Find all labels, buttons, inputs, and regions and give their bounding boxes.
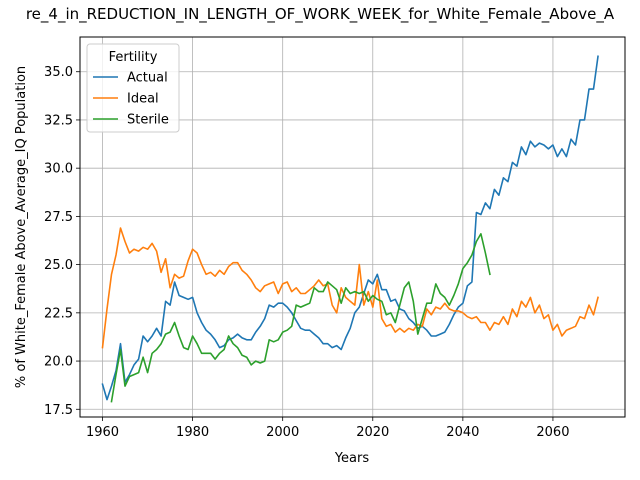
x-tick-label: 2060 (536, 425, 569, 440)
y-tick-label: 22.5 (44, 306, 73, 321)
y-tick-label: 17.5 (44, 403, 73, 418)
y-axis: 17.5 20.0 22.5 25.0 27.5 30.0 32.5 35.0 (44, 65, 80, 418)
x-tick-label: 2040 (446, 425, 479, 440)
series-layer (101, 55, 599, 403)
x-tick-label: 1960 (86, 425, 119, 440)
x-tick-label: 1980 (176, 425, 209, 440)
legend-box (86, 43, 180, 133)
grid-lines (80, 37, 625, 417)
chart-title: re_4_in_REDUCTION_IN_LENGTH_OF_WORK_WEEK… (26, 5, 615, 24)
y-axis-label: % of White_Female Above_Average_IQ Popul… (14, 66, 29, 388)
plot-frame (79, 36, 626, 418)
x-axis: 1960 1980 2000 2020 2040 2060 (86, 417, 569, 440)
legend-label-actual: Actual (127, 71, 168, 86)
legend: Fertility Actual Ideal Sterile (86, 43, 180, 133)
legend-label-ideal: Ideal (127, 92, 159, 107)
series-line-actual (101, 55, 599, 401)
y-tick-label: 20.0 (44, 355, 73, 370)
series-line-sterile (110, 233, 491, 403)
legend-title: Fertility (109, 50, 158, 65)
legend-entries: Actual Ideal Sterile (93, 71, 169, 128)
y-tick-label: 25.0 (44, 258, 73, 273)
y-tick-label: 27.5 (44, 210, 73, 225)
x-tick-label: 2000 (266, 425, 299, 440)
y-tick-label: 32.5 (44, 113, 73, 128)
legend-label-sterile: Sterile (127, 113, 169, 128)
series-line-ideal (101, 227, 599, 349)
x-tick-label: 2020 (356, 425, 389, 440)
y-tick-label: 30.0 (44, 162, 73, 177)
x-axis-label: Years (334, 451, 370, 466)
y-tick-label: 35.0 (44, 65, 73, 80)
